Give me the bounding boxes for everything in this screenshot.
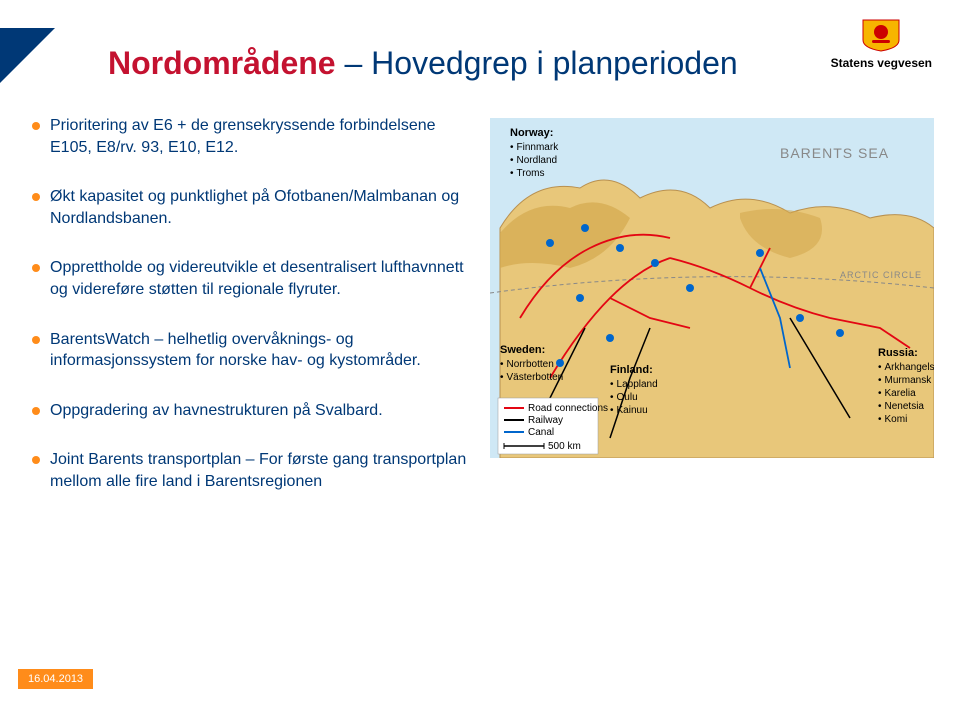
- title-part2: – Hovedgrep i planperioden: [336, 45, 738, 81]
- russia-item: •Arkhangelsk: [878, 362, 934, 373]
- legend-canal: Canal: [528, 427, 554, 438]
- barents-map: BARENTS SEA ARCTIC CIRCLE Norway: •Finnm…: [490, 118, 934, 458]
- finland-item: •Lappland: [610, 379, 658, 390]
- norway-item: •Nordland: [510, 155, 557, 166]
- map-svg: BARENTS SEA ARCTIC CIRCLE Norway: •Finnm…: [490, 118, 934, 458]
- finland-header: Finland:: [610, 364, 653, 376]
- russia-item: •Murmansk: [878, 375, 932, 386]
- list-item: Joint Barents transportplan – For første…: [28, 449, 473, 492]
- norway-item: •Finnmark: [510, 142, 559, 153]
- legend-road: Road connections: [528, 403, 608, 414]
- russia-item: •Karelia: [878, 388, 916, 399]
- russia-header: Russia:: [878, 347, 918, 359]
- list-item: BarentsWatch – helhetlig overvåknings- o…: [28, 329, 473, 372]
- list-item: Prioritering av E6 + de grensekryssende …: [28, 115, 473, 158]
- shield-icon: [861, 18, 901, 52]
- list-item: Oppgradering av havnestrukturen på Svalb…: [28, 400, 473, 422]
- bullet-list: Prioritering av E6 + de grensekryssende …: [28, 115, 473, 521]
- sea-label: BARENTS SEA: [780, 145, 889, 161]
- org-name: Statens vegvesen: [831, 56, 932, 70]
- footer-date: 16.04.2013: [18, 669, 93, 689]
- sweden-item: •Norrbotten: [500, 359, 554, 370]
- norway-header: Norway:: [510, 127, 553, 139]
- arctic-label: ARCTIC CIRCLE: [840, 270, 922, 280]
- legend-rail: Railway: [528, 415, 563, 426]
- sweden-header: Sweden:: [500, 344, 545, 356]
- list-item: Opprettholde og videreutvikle et desentr…: [28, 257, 473, 300]
- sweden-item: •Västerbotten: [500, 372, 563, 383]
- corner-accent: [0, 28, 55, 83]
- title-part1: Nordområdene: [108, 45, 336, 81]
- legend-scale: 500 km: [548, 441, 581, 452]
- page-title: Nordområdene – Hovedgrep i planperioden: [108, 45, 738, 82]
- russia-item: •Nenetsia: [878, 401, 924, 412]
- finland-item: •Kainuu: [610, 405, 648, 416]
- org-logo: Statens vegvesen: [831, 18, 932, 70]
- list-item: Økt kapasitet og punktlighet på Ofotbane…: [28, 186, 473, 229]
